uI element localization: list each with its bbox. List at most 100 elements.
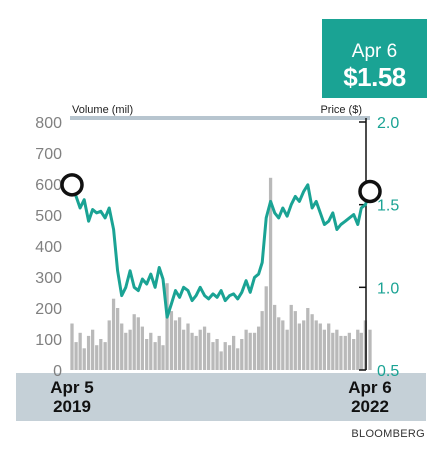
volume-bar [306, 308, 310, 370]
x-label-start: Apr 5 2019 [50, 378, 93, 416]
volume-bar [356, 329, 360, 370]
volume-bar [256, 326, 261, 370]
volume-bars [70, 177, 372, 370]
callout-date: Apr 6 [351, 41, 398, 62]
volume-bar [260, 311, 264, 370]
volume-bar [78, 332, 82, 370]
volume-bar [335, 329, 339, 370]
volume-bar [231, 335, 236, 370]
volume-bar [169, 311, 174, 370]
volume-bar [318, 323, 322, 370]
volume-bar [281, 320, 285, 370]
volume-bar [149, 332, 153, 370]
volume-bar [264, 286, 268, 370]
volume-tick-label: 100 [35, 332, 62, 349]
x-label-line: 2019 [53, 397, 91, 416]
volume-bar [194, 335, 198, 370]
volume-bar [293, 311, 297, 370]
volume-bar [165, 283, 169, 370]
volume-bar [347, 332, 351, 370]
volume-bar [136, 317, 140, 370]
end-marker [358, 179, 382, 204]
volume-tick-label: 700 [35, 146, 62, 163]
volume-bar [227, 345, 232, 370]
volume-bar [268, 177, 273, 370]
volume-bar [211, 342, 215, 370]
volume-bar [285, 329, 289, 370]
volume-bar [198, 329, 202, 370]
volume-bar [240, 339, 244, 370]
volume-bar [186, 323, 190, 370]
volume-bar [359, 332, 363, 370]
volume-bar [314, 320, 318, 370]
volume-bar [177, 317, 182, 370]
source-label: BLOOMBERG [351, 428, 425, 440]
volume-bar [297, 323, 302, 370]
x-label-line: 2022 [351, 397, 389, 416]
volume-bar [368, 329, 372, 370]
volume-bar [244, 329, 248, 370]
volume-bar [86, 335, 91, 370]
left-axis-label: Volume (mil) [72, 104, 133, 116]
price-tick-label: 0.5 [377, 363, 399, 380]
volume-bar [145, 339, 149, 370]
volume-bar [202, 326, 207, 370]
volume-bar [310, 314, 314, 370]
volume-bar [322, 329, 326, 370]
volume-bar [132, 314, 136, 370]
price-tick-label: 1.5 [377, 198, 399, 215]
price-tick-marks [359, 121, 366, 371]
volume-bar [74, 342, 78, 370]
volume-bar [182, 329, 186, 370]
volume-bar [161, 345, 165, 370]
volume-bar [70, 323, 74, 370]
volume-tick-label: 800 [35, 115, 62, 132]
volume-bar [327, 323, 331, 370]
volume-bar [343, 335, 347, 370]
volume-bar [107, 320, 111, 370]
volume-bar [289, 304, 293, 370]
start-marker [60, 173, 84, 197]
callout-value: $1.58 [343, 62, 406, 92]
x-label-line: Apr 5 [50, 378, 93, 397]
volume-bar [252, 332, 257, 370]
volume-tick-label: 0 [53, 363, 62, 380]
right-axis-label: Price ($) [320, 104, 362, 116]
volume-tick-label: 400 [35, 239, 62, 256]
volume-bar [111, 298, 116, 370]
volume-tick-label: 300 [35, 270, 62, 287]
volume-bar [116, 308, 120, 370]
volume-bar [124, 332, 128, 370]
volume-bar [331, 332, 335, 370]
volume-bar [91, 329, 95, 370]
volume-bar [248, 332, 252, 370]
volume-tick-label: 600 [35, 177, 62, 194]
price-tick-label: 1.0 [377, 280, 399, 297]
volume-bar [277, 317, 281, 370]
volume-bar [223, 342, 227, 370]
volume-bar [82, 348, 86, 370]
price-line [70, 183, 372, 319]
volume-bar [128, 329, 132, 370]
x-label-line: Apr 6 [348, 378, 391, 397]
volume-bar [236, 348, 240, 370]
volume-bar [157, 335, 161, 370]
volume-bar [103, 342, 107, 370]
volume-bar [207, 332, 211, 370]
volume-tick-labels: 0 100 200 300 400 500 600 700 800 [35, 115, 62, 380]
volume-tick-label: 200 [35, 301, 62, 318]
volume-bar [99, 339, 103, 370]
volume-bar [173, 320, 178, 370]
price-callout: Apr 6 $1.58 [322, 19, 427, 98]
price-tick-labels: 0.5 1.0 1.5 2.0 [377, 115, 399, 380]
volume-tick-label: 500 [35, 208, 62, 225]
volume-bar [352, 339, 356, 370]
x-label-end: Apr 6 2022 [348, 378, 391, 416]
volume-bar [140, 326, 144, 370]
volume-bar [302, 320, 306, 370]
volume-bar [219, 351, 223, 370]
volume-bar [339, 335, 343, 370]
volume-bar [153, 342, 157, 370]
volume-bar [120, 323, 124, 370]
